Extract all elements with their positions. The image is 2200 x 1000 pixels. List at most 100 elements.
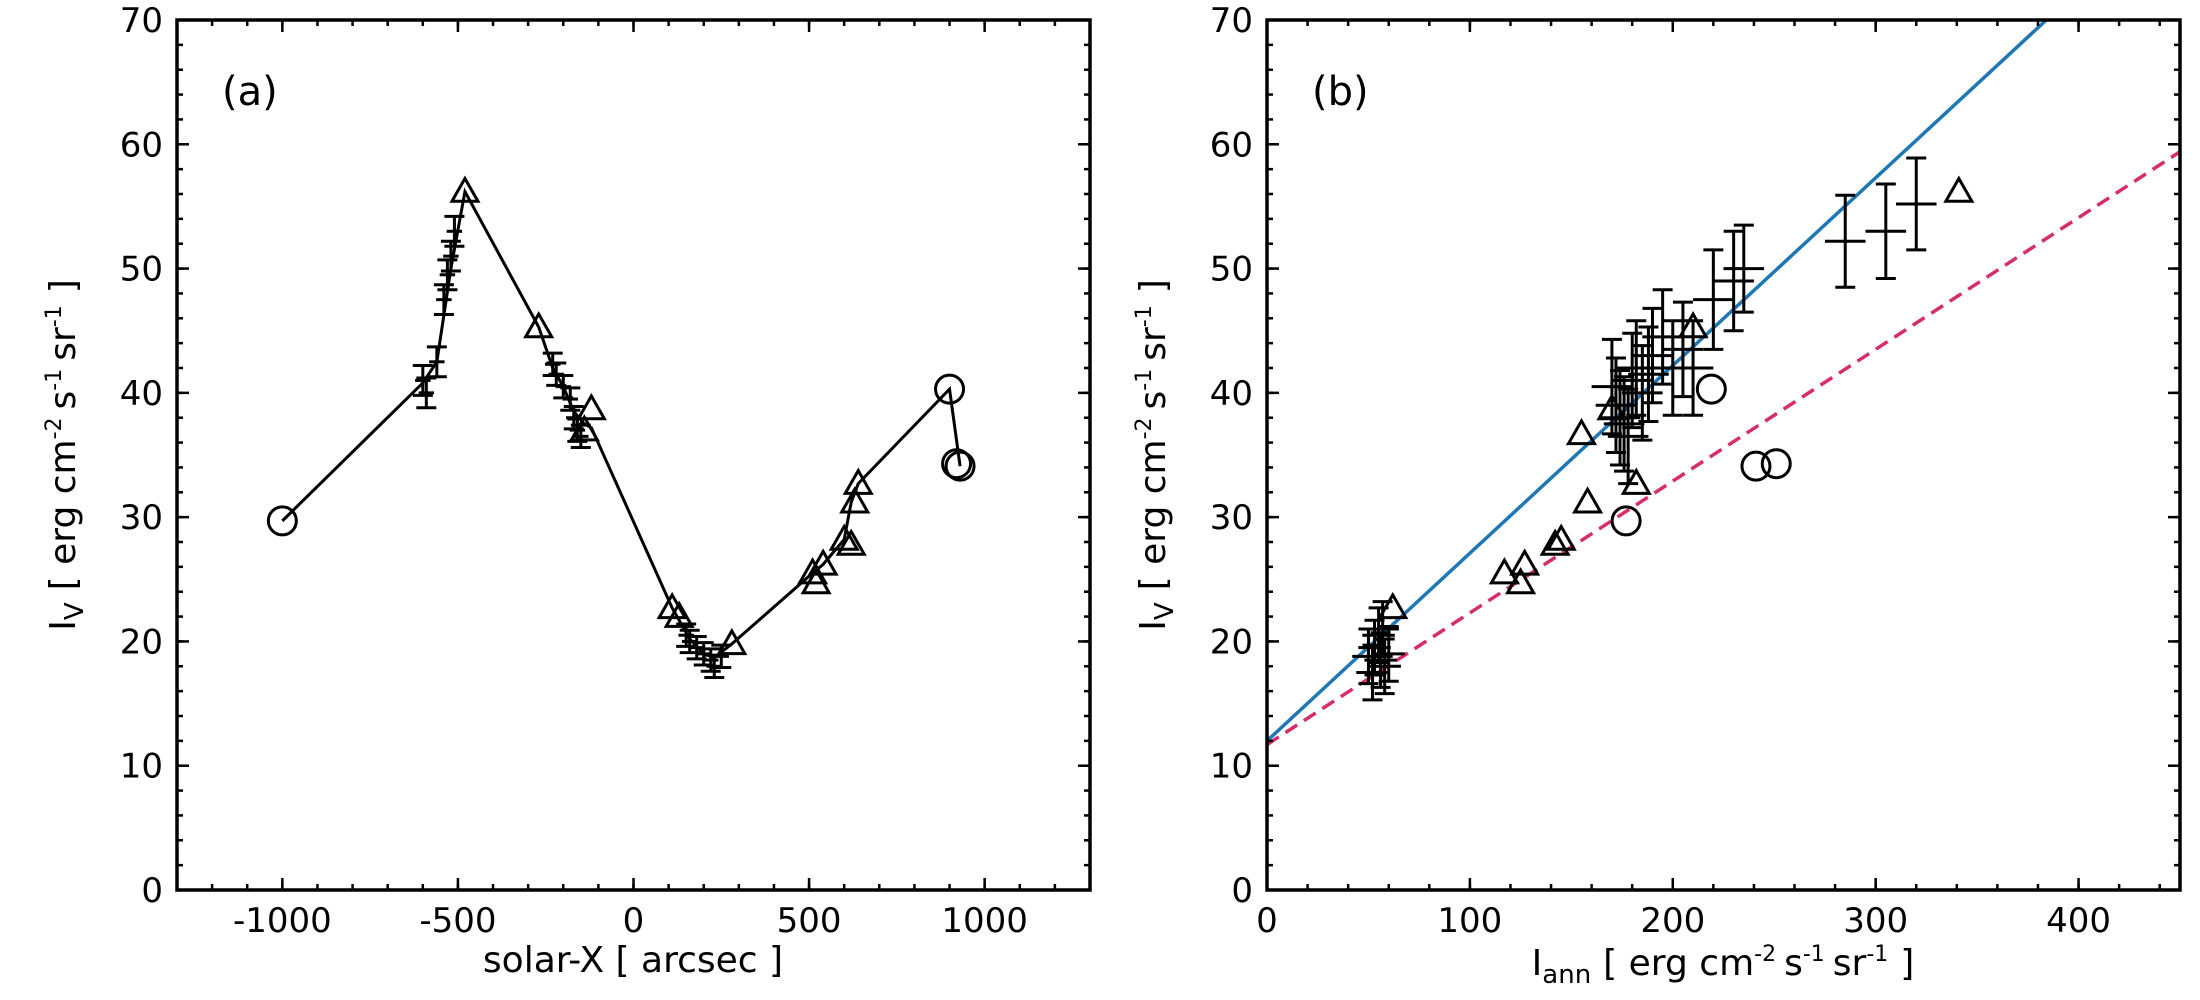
panel-b-label: (b) <box>1312 69 1369 115</box>
ylabel-end: ] <box>43 279 84 293</box>
panel-b-circle-marker <box>1740 450 1772 482</box>
xlabel-sup3: -1 <box>1866 942 1888 967</box>
panel-a-ytick-label: 50 <box>120 250 163 290</box>
panel-b-errorbar-point <box>1611 331 1653 430</box>
panel-a-ytick-label: 40 <box>120 374 163 414</box>
panel-a-triangle-marker <box>797 557 829 585</box>
panel-b: 0 100 200 300 400 0 10 20 30 40 50 60 70 (b) Iann [ e… <box>1132 1 2182 990</box>
panel-b-triangle-marker <box>1565 417 1598 446</box>
panel-b-ticks: 0 100 200 300 400 0 10 20 30 40 50 60 70 <box>1210 1 2180 941</box>
ylabel-mid: s <box>1133 391 1174 410</box>
panel-a-triangle-marker <box>568 414 600 442</box>
panel-a-errorbar-point <box>416 376 437 410</box>
panel-b-errorbar-point <box>1824 193 1866 289</box>
panel-a-errorbar-point <box>437 258 458 292</box>
ylabel-sup2: -1 <box>1132 369 1157 391</box>
panel-b-ytick-label: 50 <box>1210 250 1253 290</box>
panel-b-errorbar-point <box>1723 223 1765 314</box>
panel-a-circle-marker <box>266 505 298 537</box>
panel-a: -1000 -500 0 500 1000 0 10 20 30 40 50 60 70 (a) sol… <box>42 1 1092 981</box>
panel-b-xtick-label: 200 <box>1640 901 1705 941</box>
panel-a-circle-marker <box>941 448 973 480</box>
panel-a-triangle-marker <box>575 392 607 421</box>
panel-b-triangle-marker <box>1505 566 1537 595</box>
xlabel-mid: s <box>1784 943 1803 984</box>
ylabel-unit: [ erg cm <box>43 439 84 590</box>
panel-b-xtick-label: 400 <box>2046 901 2111 941</box>
panel-a-triangle-marker <box>842 467 874 495</box>
panel-a-xtick-label: 1000 <box>941 901 1028 941</box>
panel-b-triangle-marker <box>1377 591 1409 620</box>
panel-b-ylabel: IV[ erg cm-2s-1sr-1] <box>1132 279 1180 631</box>
panel-a-triangle-marker <box>449 175 481 203</box>
panel-b-ytick-label: 20 <box>1210 622 1253 662</box>
panel-a-xtick-label: 0 <box>623 901 645 941</box>
panel-b-errorbar-point <box>1632 306 1673 405</box>
xlabel-mid2: sr <box>1833 943 1867 984</box>
panel-b-ytick-label: 10 <box>1210 747 1253 787</box>
xlabel-sup1: -2 <box>1754 942 1776 967</box>
panel-a-circle-marker <box>944 450 976 482</box>
ylabel-sub: V <box>1150 602 1180 620</box>
panel-a-xtick-label: -1000 <box>233 901 332 941</box>
panel-a-xtick-label: 500 <box>777 901 842 941</box>
panel-b-triangle-marker <box>1943 175 1975 203</box>
panel-b-errorbar-point <box>1713 229 1754 333</box>
panel-a-label: (a) <box>222 69 278 115</box>
panel-b-triangle-marker <box>1677 310 1709 339</box>
panel-a-errorbar-point <box>444 214 465 248</box>
panel-a-errorbar-point <box>412 364 433 397</box>
panel-b-errorbar-point <box>1628 325 1669 423</box>
ylabel-main: I <box>1133 620 1174 631</box>
panel-b-circle-marker <box>1760 448 1792 480</box>
panel-a-ylabel: IV[ erg cm-2s-1sr-1] <box>42 279 90 631</box>
panel-a-circle-marker <box>934 373 966 405</box>
ylabel-sup3: -1 <box>1132 305 1157 327</box>
panel-b-errorbar-point <box>1615 319 1657 417</box>
panel-b-ytick-label: 30 <box>1210 498 1253 538</box>
panel-a-errorbar-point <box>426 345 447 379</box>
panel-a-ytick-label: 10 <box>120 747 163 787</box>
panel-a-triangle-marker <box>839 486 871 514</box>
panel-a-ytick-label: 70 <box>120 1 163 41</box>
panel-b-triangle-marker <box>1596 392 1628 421</box>
ylabel-mid2: sr <box>43 327 84 361</box>
panel-b-errorbar-point <box>1603 375 1645 473</box>
panel-a-triangle-marker <box>835 528 867 556</box>
panel-a-ytick-label: 30 <box>120 498 163 538</box>
panel-b-xtick-label: 0 <box>1256 901 1278 941</box>
panel-a-ticks: -1000 -500 0 500 1000 0 10 20 30 40 50 60 70 <box>120 1 1092 941</box>
panel-b-xtick-label: 100 <box>1437 901 1502 941</box>
xlabel-sub: ann <box>1542 960 1591 990</box>
panel-a-triangle-marker <box>800 566 832 595</box>
ylabel-end: ] <box>1133 279 1174 293</box>
ylabel-sup1: -2 <box>1132 417 1157 439</box>
ylabel-sup3: -1 <box>42 305 67 327</box>
xlabel-sup2: -1 <box>1803 942 1825 967</box>
panel-a-xlabel: solar-X [ arcsec ] <box>483 940 783 981</box>
panel-b-ytick-label: 0 <box>1231 871 1253 911</box>
panel-b-ytick-label: 70 <box>1210 1 1253 41</box>
panel-a-ytick-label: 20 <box>120 622 163 662</box>
ylabel-unit: [ erg cm <box>1133 439 1174 590</box>
panel-a-series-line <box>281 187 962 660</box>
ylabel-main: I <box>43 620 84 631</box>
xlabel-unit: [ erg cm <box>1603 943 1754 984</box>
panel-b-xlabel: Iann[ erg cm-2 s-1 sr-1] <box>1532 942 1915 990</box>
panel-b-dashed-fit-line <box>1267 150 2180 747</box>
xlabel-main: I <box>1532 943 1543 984</box>
panel-a-triangle-marker <box>523 310 555 339</box>
ylabel-sub: V <box>60 602 90 620</box>
panel-b-triangle-marker <box>1571 486 1604 514</box>
panel-a-xtick-label: -500 <box>419 901 496 941</box>
panel-b-errorbar-point <box>1895 156 1937 252</box>
panel-b-solid-fit-line <box>1267 20 2049 743</box>
panel-b-errorbar-point <box>1364 631 1397 689</box>
panel-a-ytick-label: 0 <box>141 871 163 911</box>
xlabel-end: ] <box>1900 943 1914 984</box>
panel-b-triangle-marker <box>1545 523 1577 551</box>
panel-a-triangle-marker <box>807 548 839 576</box>
ylabel-sup1: -2 <box>42 417 67 439</box>
panel-b-circle-marker <box>1610 505 1642 537</box>
